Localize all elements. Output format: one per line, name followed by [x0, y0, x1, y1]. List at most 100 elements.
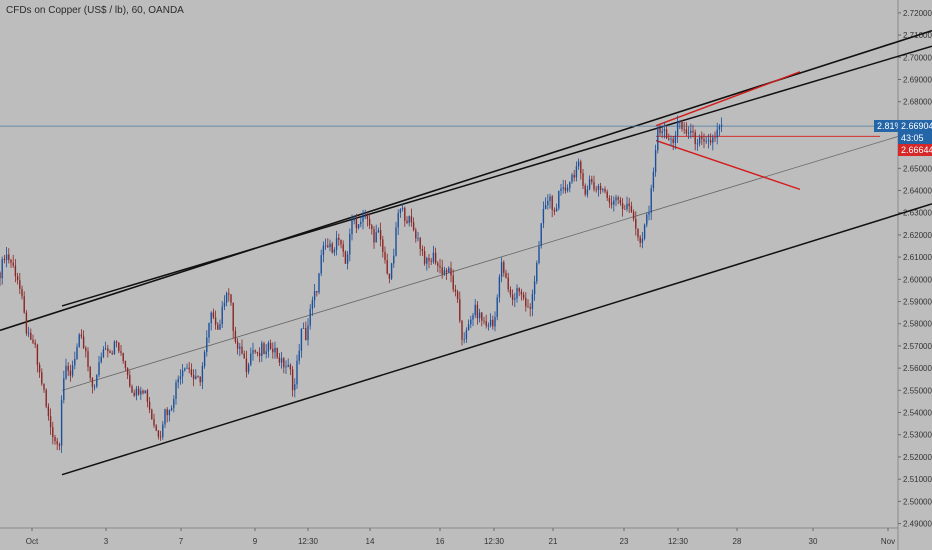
candle-body	[507, 277, 509, 290]
candle-body	[522, 294, 525, 298]
candle-body	[265, 351, 267, 355]
candle-body	[201, 366, 204, 383]
candle-body	[430, 260, 432, 262]
candle-body	[450, 267, 452, 276]
candle-body	[390, 263, 393, 279]
candle-body	[445, 270, 448, 273]
candle-body	[573, 174, 575, 178]
candle-body	[305, 328, 307, 340]
candle-body	[87, 351, 89, 368]
candle-body	[168, 410, 171, 416]
candle-body	[131, 386, 133, 393]
candle-body	[5, 254, 8, 260]
candles[interactable]	[0, 115, 723, 453]
candle-body	[459, 299, 461, 321]
candle-body	[593, 181, 595, 190]
candle-body	[461, 320, 463, 340]
candle-body	[560, 188, 562, 191]
candle-body	[232, 302, 234, 331]
candle-body	[494, 317, 496, 327]
candle-body	[346, 254, 349, 264]
candle-body	[670, 138, 672, 140]
candle-body	[375, 232, 377, 243]
candle-body	[672, 138, 674, 143]
candle-body	[472, 315, 474, 320]
candle-body	[395, 227, 397, 256]
candle-body	[67, 365, 69, 371]
candle-body	[566, 188, 569, 191]
trendline-5[interactable]	[655, 139, 801, 191]
candle-body	[683, 128, 685, 130]
candle-body	[74, 358, 76, 366]
price-axis[interactable]: 2.720002.710002.700002.690002.680002.670…	[897, 0, 932, 550]
candle-body	[322, 245, 325, 256]
price-tick-label: 2.53000	[903, 431, 932, 440]
candle-body	[107, 348, 109, 352]
candle-body	[302, 328, 305, 329]
candle-body	[492, 319, 494, 327]
price-tick-label: 2.64000	[903, 187, 932, 196]
candle-body	[443, 270, 446, 275]
candle-body	[118, 342, 120, 352]
trendlines[interactable]	[0, 29, 932, 476]
candle-body	[588, 179, 591, 190]
candle-body	[529, 307, 531, 309]
candle-body	[428, 258, 430, 261]
candle-body	[344, 251, 347, 264]
candle-body	[626, 203, 628, 210]
candle-body	[263, 343, 265, 355]
trendline-0[interactable]	[0, 29, 932, 332]
candle-body	[324, 245, 327, 247]
time-axis[interactable]: Oct 3 7 9 12:30 14 16 12:30 21 23 12:30 28 30 Nov	[0, 527, 898, 546]
candle-body	[505, 272, 507, 278]
candle-body	[250, 353, 252, 365]
candle-body	[663, 129, 666, 131]
candle-body	[456, 291, 459, 300]
candle-body	[335, 237, 338, 250]
candle-body	[148, 401, 151, 410]
candle-body	[175, 382, 177, 400]
candle-body	[313, 291, 316, 301]
chart-title: CFDs on Copper (US$ / lb), 60, OANDA	[6, 5, 184, 16]
candle-body	[599, 185, 602, 190]
candle-body	[276, 347, 278, 358]
candle-body	[648, 212, 650, 215]
trendline-4[interactable]	[655, 71, 801, 127]
candle-body	[230, 294, 232, 303]
candle-body	[210, 312, 212, 324]
candle-body	[120, 351, 122, 353]
candle-body	[432, 252, 435, 262]
candle-body	[278, 357, 281, 363]
candle-body	[448, 267, 450, 273]
candle-body	[551, 196, 553, 210]
candle-body	[309, 308, 311, 326]
candle-body	[153, 419, 155, 426]
candle-body	[360, 221, 362, 225]
candle-body	[496, 297, 498, 318]
price-tick-label: 2.63000	[903, 209, 932, 218]
candle-body	[646, 214, 648, 225]
candle-body	[21, 288, 23, 297]
trendline-2[interactable]	[61, 203, 932, 476]
candle-body	[525, 297, 527, 307]
candle-body	[243, 353, 245, 359]
candle-body	[619, 199, 622, 204]
candle-body	[203, 352, 206, 367]
candle-body	[236, 341, 239, 349]
price-tick-label: 2.72000	[903, 9, 932, 18]
candle-body	[650, 188, 652, 213]
candle-body	[421, 249, 424, 252]
candle-body	[179, 376, 182, 379]
trendline-1[interactable]	[61, 45, 932, 307]
price-tick-label: 2.61000	[903, 253, 932, 262]
candle-body	[261, 343, 263, 356]
candle-body	[197, 376, 199, 378]
candle-body	[65, 365, 67, 379]
candle-body	[3, 259, 6, 260]
trendline-3[interactable]	[61, 125, 932, 391]
candle-body	[412, 222, 415, 231]
candle-body	[320, 255, 322, 274]
candle-body	[272, 348, 274, 353]
